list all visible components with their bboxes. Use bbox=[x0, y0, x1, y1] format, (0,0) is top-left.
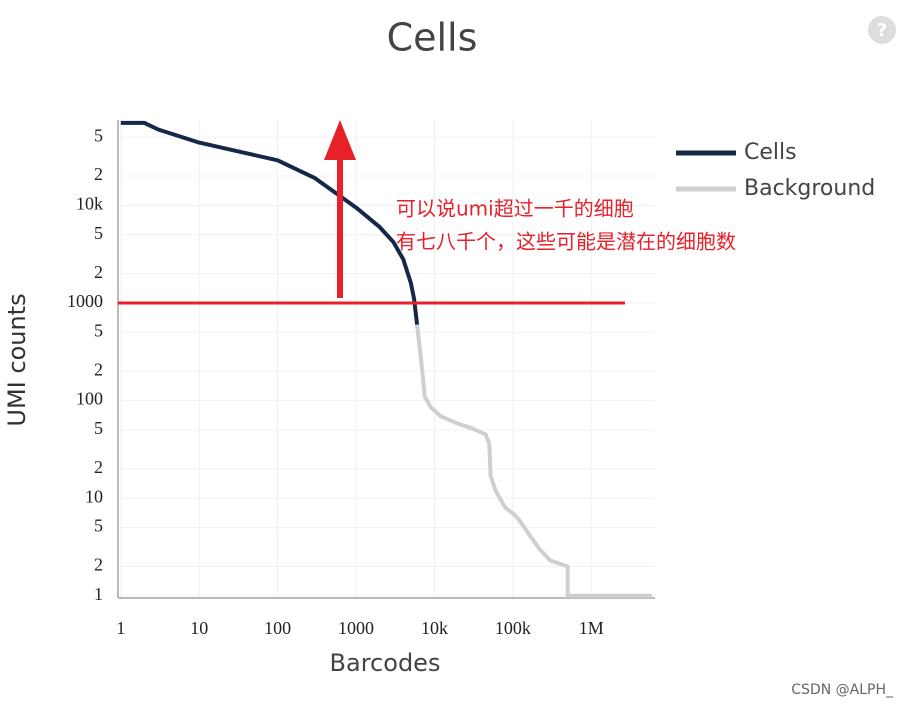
y-tick-label: 1 bbox=[94, 584, 103, 604]
chart-title: Cells bbox=[387, 16, 478, 60]
series-line bbox=[415, 324, 653, 598]
y-tick-label: 2 bbox=[94, 164, 103, 184]
x-tick-label: 1 bbox=[116, 618, 125, 638]
y-tick-label: 2 bbox=[94, 262, 103, 282]
y-tick-label: 5 bbox=[94, 418, 103, 438]
x-axis-label: Barcodes bbox=[330, 649, 441, 677]
y-tick-label: 5 bbox=[94, 223, 103, 243]
legend-label: Background bbox=[744, 176, 875, 201]
y-tick-label: 10 bbox=[85, 486, 103, 506]
help-icon[interactable] bbox=[868, 16, 896, 44]
arrow-head bbox=[324, 120, 356, 160]
annotation: 可以说umi超过一千的细胞 bbox=[396, 197, 634, 221]
series-line bbox=[120, 120, 420, 325]
y-tick-label: 2 bbox=[94, 359, 103, 379]
y-tick-label: 10k bbox=[76, 194, 103, 214]
y-tick-label: 5 bbox=[94, 321, 103, 341]
legend-label: Cells bbox=[744, 140, 797, 165]
help-icon-text[interactable]: ? bbox=[877, 20, 887, 41]
y-axis-label: UMI counts bbox=[3, 293, 31, 426]
x-tick-label: 100 bbox=[264, 618, 291, 638]
annotation: 有七八千个，这些可能是潜在的细胞数 bbox=[396, 230, 736, 254]
x-tick-label: 1M bbox=[579, 618, 604, 638]
x-tick-label: 1000 bbox=[338, 618, 374, 638]
y-tick-label: 1000 bbox=[67, 291, 103, 311]
x-tick-label: 10k bbox=[421, 618, 448, 638]
y-tick-label: 5 bbox=[94, 125, 103, 145]
watermark: CSDN @ALPH_ bbox=[791, 682, 894, 698]
x-tick-label: 10 bbox=[190, 618, 208, 638]
x-tick-label: 100k bbox=[495, 618, 531, 638]
y-tick-label: 5 bbox=[94, 516, 103, 536]
y-tick-label: 2 bbox=[94, 457, 103, 477]
y-tick-label: 100 bbox=[76, 389, 103, 409]
y-tick-label: 2 bbox=[94, 555, 103, 575]
